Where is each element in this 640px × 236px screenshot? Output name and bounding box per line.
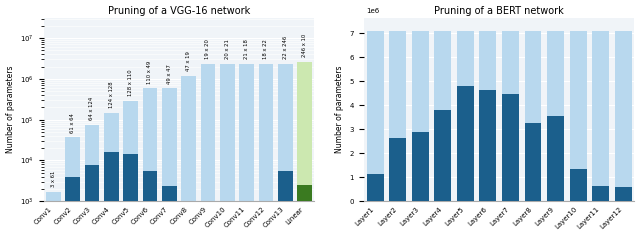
Bar [298, 62, 312, 236]
Bar [525, 122, 541, 201]
Text: 18 x 22: 18 x 22 [264, 39, 268, 59]
Bar [46, 192, 61, 236]
Bar [525, 31, 541, 201]
Bar [298, 185, 312, 236]
Bar [570, 169, 586, 201]
Bar [220, 64, 234, 236]
Bar [143, 88, 157, 236]
Y-axis label: Number of parameters: Number of parameters [6, 66, 15, 153]
Bar [239, 64, 254, 236]
Bar [124, 101, 138, 236]
Bar [502, 94, 519, 201]
Text: 22 x 246: 22 x 246 [283, 36, 288, 59]
Text: 20 x 21: 20 x 21 [225, 39, 230, 59]
Bar [412, 132, 429, 201]
Bar [162, 88, 177, 236]
Bar [502, 31, 519, 201]
Bar [181, 76, 196, 236]
Bar [181, 203, 196, 236]
Bar [46, 231, 61, 236]
Text: 61 x 64: 61 x 64 [70, 113, 75, 133]
Bar [84, 125, 99, 236]
Bar [278, 171, 292, 236]
Text: 110 x 49: 110 x 49 [147, 60, 152, 84]
Bar [479, 90, 497, 201]
Bar [389, 31, 406, 201]
Bar [457, 31, 474, 201]
Bar [259, 64, 273, 236]
Text: 49 x 47: 49 x 47 [167, 64, 172, 84]
Text: 3 x 61: 3 x 61 [51, 171, 56, 187]
Bar [143, 171, 157, 236]
Text: 47 x 19: 47 x 19 [186, 51, 191, 71]
Bar [104, 152, 118, 236]
Text: 19 x 20: 19 x 20 [205, 39, 211, 59]
Text: 1e6: 1e6 [367, 8, 380, 14]
Bar [435, 110, 451, 201]
Bar [367, 174, 383, 201]
Bar [592, 31, 609, 201]
Bar [65, 177, 80, 236]
Bar [367, 31, 383, 201]
Bar [278, 64, 292, 236]
Bar [124, 154, 138, 236]
Text: 21 x 18: 21 x 18 [244, 39, 249, 59]
Text: 124 x 128: 124 x 128 [109, 82, 114, 108]
Bar [614, 187, 632, 201]
Bar [220, 217, 234, 236]
Bar [592, 185, 609, 201]
Bar [547, 31, 564, 201]
Bar [547, 116, 564, 201]
Text: 128 x 110: 128 x 110 [128, 69, 133, 96]
Bar [479, 31, 497, 201]
Bar [65, 137, 80, 236]
Bar [84, 164, 99, 236]
Bar [570, 31, 586, 201]
Title: Pruning of a BERT network: Pruning of a BERT network [435, 6, 564, 16]
Bar [201, 218, 215, 236]
Bar [201, 64, 215, 236]
Bar [239, 219, 254, 236]
Text: 246 x 10: 246 x 10 [302, 34, 307, 57]
Title: Pruning of a VGG-16 network: Pruning of a VGG-16 network [108, 6, 250, 16]
Bar [259, 218, 273, 236]
Bar [389, 138, 406, 201]
Bar [435, 31, 451, 201]
Bar [614, 31, 632, 201]
Bar [104, 113, 118, 236]
Text: 64 x 124: 64 x 124 [90, 97, 95, 120]
Bar [457, 87, 474, 201]
Y-axis label: Number of parameters: Number of parameters [335, 66, 344, 153]
Bar [162, 186, 177, 236]
Bar [412, 31, 429, 201]
